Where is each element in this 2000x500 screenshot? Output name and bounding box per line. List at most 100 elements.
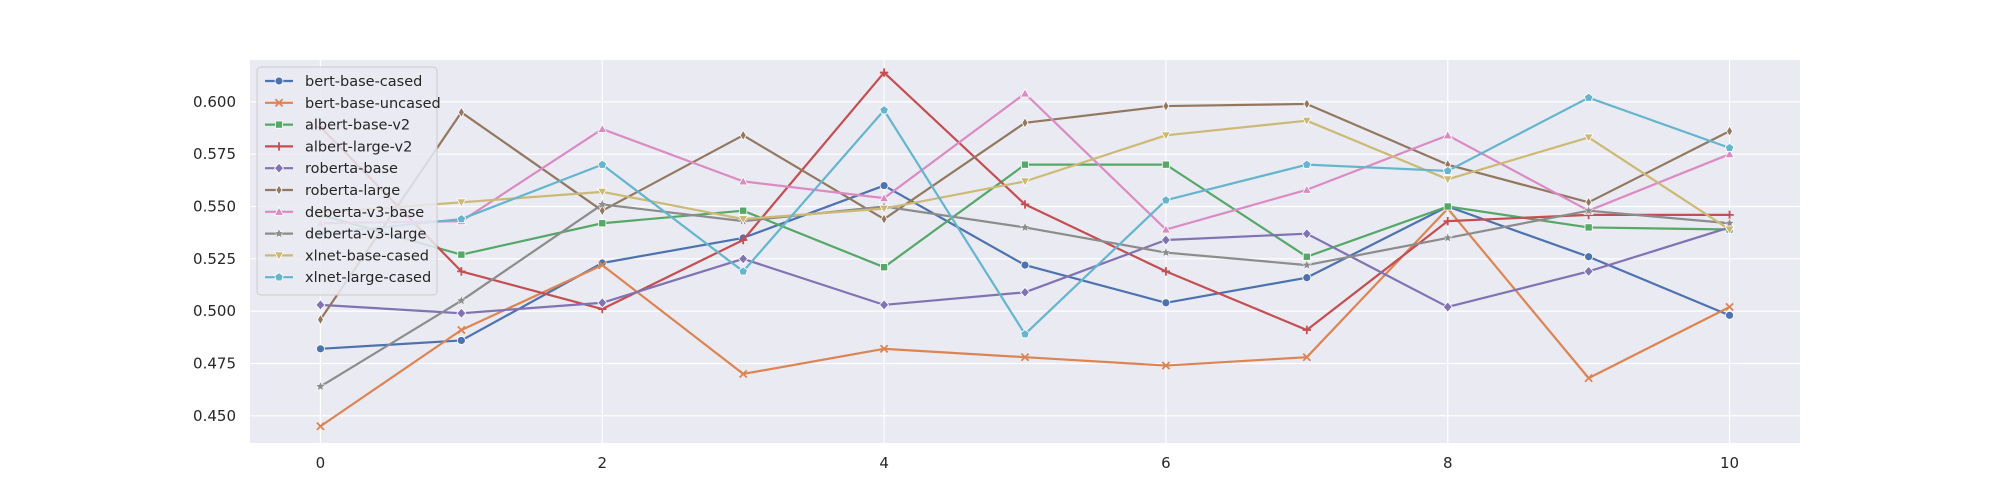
- legend-label: roberta-large: [305, 183, 400, 199]
- legend-label: roberta-base: [305, 161, 398, 177]
- data-point: [315, 380, 326, 392]
- data-point: [1021, 160, 1030, 169]
- data-point: [1583, 133, 1594, 143]
- legend-label: deberta-v3-large: [305, 227, 426, 243]
- data-point: [457, 250, 466, 259]
- data-point: [1020, 352, 1030, 362]
- data-point: [1019, 177, 1031, 187]
- data-point: [878, 204, 890, 214]
- legend-label: xlnet-base-cased: [305, 248, 429, 264]
- data-point: [316, 344, 325, 354]
- y-tick-label: 0.525: [193, 250, 236, 268]
- data-point: [456, 307, 467, 319]
- data-point: [1442, 232, 1454, 243]
- data-point: [316, 313, 324, 326]
- data-point: [1442, 130, 1453, 140]
- data-point: [457, 106, 465, 119]
- legend-marker: [274, 142, 284, 151]
- data-point: [1021, 117, 1029, 129]
- legend-item: bert-base-uncased: [265, 96, 441, 112]
- data-point: [597, 297, 608, 309]
- data-point: [316, 422, 325, 431]
- data-point: [1725, 310, 1734, 320]
- data-point: [1161, 195, 1171, 205]
- data-point: [1302, 273, 1312, 283]
- data-point: [879, 299, 890, 311]
- data-point: [1301, 259, 1313, 270]
- data-point: [1020, 200, 1030, 209]
- legend-item: deberta-v3-large: [265, 227, 426, 243]
- data-point: [1724, 142, 1735, 152]
- legend-label: bert-base-cased: [305, 74, 422, 90]
- data-point: [1019, 286, 1031, 298]
- data-point: [880, 263, 889, 272]
- legend-marker: [273, 206, 285, 216]
- data-point: [738, 235, 748, 245]
- data-point: [598, 219, 607, 228]
- data-point: [1583, 92, 1594, 102]
- data-point: [880, 213, 888, 225]
- series-bert-base-cased: [316, 181, 1734, 354]
- data-point: [879, 181, 889, 190]
- legend-item: deberta-v3-base: [265, 205, 424, 221]
- legend-label: xlnet-large-cased: [305, 270, 431, 286]
- data-point: [737, 215, 749, 225]
- data-point: [737, 176, 749, 186]
- legend-item: albert-large-v2: [265, 139, 412, 155]
- y-tick-label: 0.450: [193, 407, 236, 425]
- data-point: [1442, 301, 1453, 313]
- x-tick-label: 0: [316, 454, 326, 472]
- data-point: [1443, 216, 1452, 226]
- data-point: [596, 198, 608, 209]
- data-point: [598, 204, 606, 217]
- data-point: [456, 214, 467, 224]
- x-tick-label: 4: [879, 454, 889, 472]
- legend-marker: [275, 184, 283, 196]
- data-point: [1301, 116, 1313, 127]
- legend-marker: [273, 251, 285, 261]
- legend-item: roberta-base: [265, 161, 398, 177]
- y-tick-label: 0.550: [193, 198, 236, 216]
- data-point: [738, 266, 748, 276]
- data-point: [1584, 223, 1593, 232]
- data-point: [1443, 202, 1452, 211]
- data-point: [1583, 205, 1595, 216]
- x-axis-tick-labels: 0 2 4 6 8 10: [316, 454, 1739, 472]
- legend-label: bert-base-uncased: [305, 96, 441, 112]
- data-point: [1160, 131, 1172, 141]
- y-tick-label: 0.500: [193, 302, 236, 320]
- data-point: [1724, 217, 1735, 228]
- data-point: [1160, 246, 1172, 258]
- data-point: [597, 159, 608, 169]
- legend-item: roberta-large: [265, 183, 400, 199]
- data-point: [1161, 361, 1171, 370]
- data-point: [1726, 125, 1734, 137]
- data-point: [1162, 100, 1170, 112]
- legend-marker: [273, 162, 285, 174]
- series-xlnet-large-cased: [315, 92, 1735, 339]
- data-point: [597, 123, 608, 133]
- data-point: [1302, 252, 1311, 261]
- data-point: [598, 260, 607, 270]
- data-point: [1302, 159, 1312, 169]
- legend-label: albert-base-v2: [305, 118, 410, 134]
- data-point: [1442, 165, 1453, 175]
- data-point: [1161, 160, 1170, 169]
- data-point: [1161, 298, 1171, 308]
- data-point: [1725, 302, 1734, 312]
- data-point: [597, 187, 608, 198]
- legend-marker: [274, 98, 284, 108]
- data-point: [1160, 224, 1172, 234]
- data-point: [1161, 267, 1171, 276]
- data-point: [1303, 98, 1311, 110]
- data-point: [738, 369, 748, 379]
- data-point: [879, 105, 889, 115]
- legend-item: bert-base-cased: [265, 74, 422, 90]
- data-point: [1020, 329, 1030, 339]
- data-point: [1442, 175, 1453, 185]
- data-point: [1019, 88, 1031, 98]
- data-point: [1583, 265, 1594, 277]
- legend-label: albert-large-v2: [305, 139, 412, 155]
- y-tick-label: 0.475: [193, 354, 236, 372]
- data-point: [456, 336, 466, 345]
